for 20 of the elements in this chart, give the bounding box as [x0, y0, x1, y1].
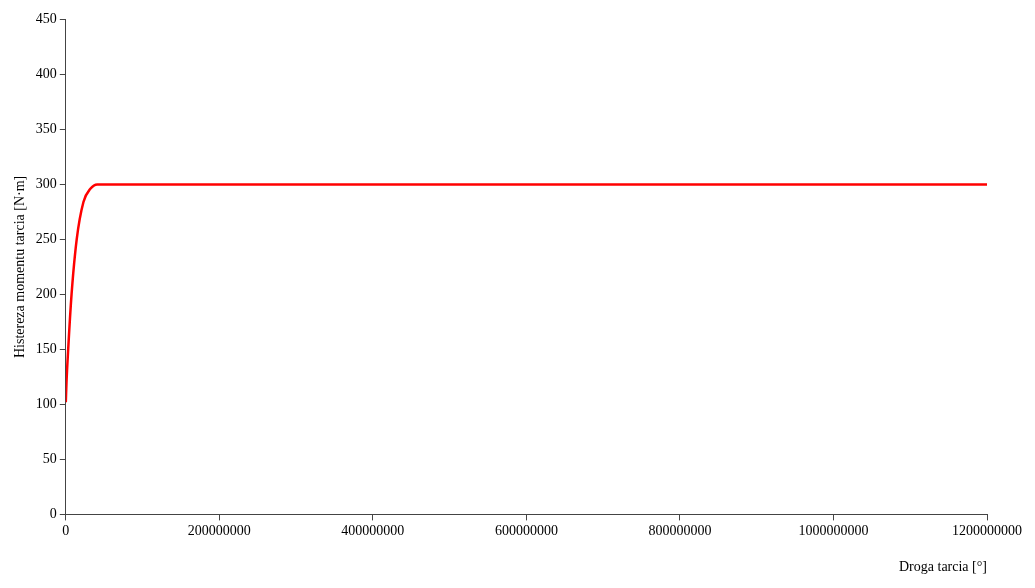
x-tick-label: 800000000 [648, 523, 712, 539]
y-tick-label: 350 [35, 121, 57, 137]
x-tick-label: 0 [62, 523, 70, 539]
y-tick-label: 0 [49, 506, 57, 522]
y-tick-label: 200 [35, 286, 57, 302]
y-tick-label: 450 [35, 11, 57, 27]
y-axis-title: Histereza momentu tarcia [N·m] [12, 175, 28, 359]
x-tick-label: 1200000000 [952, 523, 1022, 539]
y-tick-label: 150 [35, 341, 57, 357]
y-tick-label: 50 [42, 451, 57, 467]
x-tick-label: 200000000 [187, 523, 251, 539]
y-tick-label: 100 [35, 396, 57, 412]
y-tick-label: 300 [35, 176, 57, 192]
x-axis-title: Droga tarcia [°] [899, 559, 987, 575]
x-tick-label: 600000000 [494, 523, 558, 539]
y-tick-label: 250 [35, 231, 57, 247]
x-tick-label: 1000000000 [798, 523, 869, 539]
line-series [65, 183, 987, 404]
y-tick-label: 400 [35, 66, 57, 82]
x-tick-label: 400000000 [341, 523, 405, 539]
